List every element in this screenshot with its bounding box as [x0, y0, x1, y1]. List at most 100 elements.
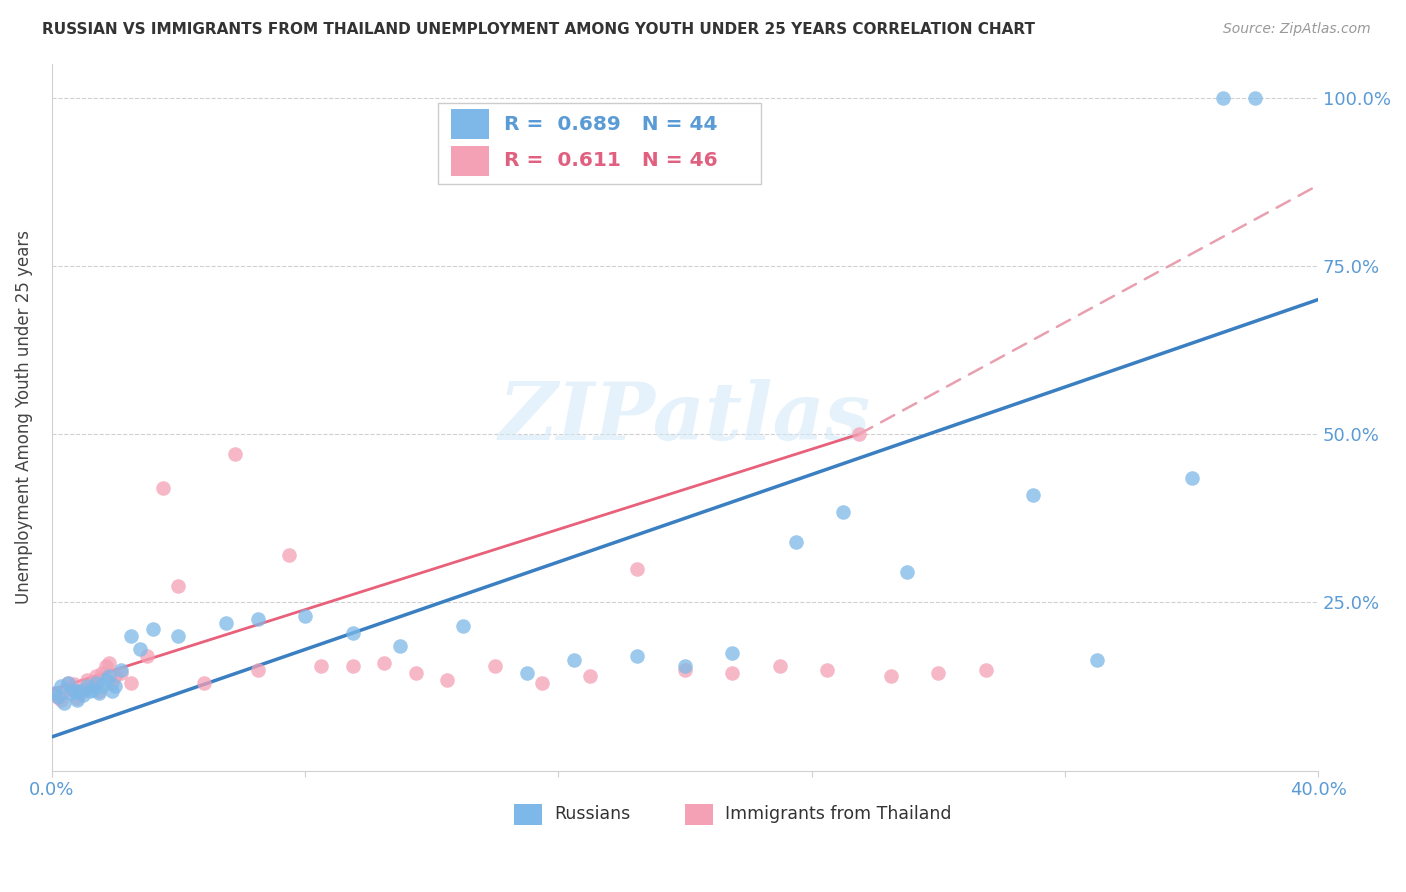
- Point: [79, 684, 101, 698]
- Point: [72, 682, 94, 697]
- Point: [167, 578, 190, 592]
- Point: [388, 639, 411, 653]
- Point: [342, 625, 364, 640]
- Point: [97, 669, 120, 683]
- Point: [104, 669, 127, 683]
- Text: R =  0.611   N = 46: R = 0.611 N = 46: [503, 152, 717, 170]
- Point: [84, 676, 107, 690]
- Point: [76, 680, 98, 694]
- Point: [309, 659, 332, 673]
- Point: [167, 629, 190, 643]
- Point: [436, 673, 458, 687]
- Text: Russians: Russians: [554, 805, 631, 823]
- Point: [626, 562, 648, 576]
- Text: RUSSIAN VS IMMIGRANTS FROM THAILAND UNEMPLOYMENT AMONG YOUTH UNDER 25 YEARS CORR: RUSSIAN VS IMMIGRANTS FROM THAILAND UNEM…: [42, 22, 1035, 37]
- Point: [66, 693, 89, 707]
- Point: [815, 663, 838, 677]
- Point: [673, 659, 696, 673]
- Point: [673, 663, 696, 677]
- Bar: [451, 110, 489, 139]
- Point: [51, 680, 73, 694]
- Point: [63, 677, 86, 691]
- Point: [880, 669, 903, 683]
- Point: [69, 686, 91, 700]
- FancyBboxPatch shape: [439, 103, 761, 184]
- Point: [59, 686, 82, 700]
- Point: [82, 676, 104, 690]
- Point: [44, 686, 66, 700]
- Point: [79, 680, 101, 694]
- Point: [91, 680, 114, 694]
- Point: [56, 676, 79, 690]
- Point: [66, 690, 89, 705]
- Point: [193, 676, 215, 690]
- Y-axis label: Unemployment Among Youth under 25 years: Unemployment Among Youth under 25 years: [15, 230, 32, 604]
- Text: R =  0.689   N = 44: R = 0.689 N = 44: [503, 114, 717, 134]
- Point: [69, 684, 91, 698]
- Point: [89, 686, 111, 700]
- Point: [1212, 91, 1234, 105]
- Point: [1022, 488, 1045, 502]
- Point: [142, 622, 165, 636]
- Point: [974, 663, 997, 677]
- Point: [1085, 652, 1108, 666]
- Point: [294, 608, 316, 623]
- Point: [769, 659, 792, 673]
- Point: [832, 504, 855, 518]
- Point: [342, 659, 364, 673]
- Point: [82, 682, 104, 697]
- Point: [531, 676, 554, 690]
- Point: [104, 680, 127, 694]
- Point: [72, 688, 94, 702]
- Point: [626, 649, 648, 664]
- Point: [53, 696, 76, 710]
- Point: [46, 690, 69, 704]
- Point: [120, 676, 142, 690]
- Point: [120, 629, 142, 643]
- Point: [373, 656, 395, 670]
- Point: [224, 447, 246, 461]
- Point: [721, 666, 744, 681]
- Bar: [685, 804, 713, 825]
- Point: [97, 656, 120, 670]
- Point: [152, 481, 174, 495]
- Point: [1243, 91, 1265, 105]
- Point: [51, 693, 73, 707]
- Point: [721, 646, 744, 660]
- Point: [516, 666, 538, 681]
- Text: Immigrants from Thailand: Immigrants from Thailand: [725, 805, 952, 823]
- Point: [110, 666, 132, 681]
- Point: [927, 666, 949, 681]
- Point: [76, 673, 98, 687]
- Point: [110, 663, 132, 677]
- Point: [1180, 471, 1202, 485]
- Point: [53, 684, 76, 698]
- Text: Source: ZipAtlas.com: Source: ZipAtlas.com: [1223, 22, 1371, 37]
- Point: [63, 682, 86, 697]
- Point: [562, 652, 585, 666]
- Point: [44, 686, 66, 700]
- Point: [91, 666, 114, 681]
- Point: [101, 676, 124, 690]
- Point: [89, 684, 111, 698]
- Point: [94, 673, 117, 687]
- Point: [59, 681, 82, 696]
- Point: [101, 684, 124, 698]
- Point: [246, 612, 269, 626]
- Text: ZIPatlas: ZIPatlas: [499, 378, 870, 456]
- Point: [215, 615, 238, 630]
- Point: [94, 659, 117, 673]
- Point: [453, 619, 475, 633]
- Bar: [515, 804, 541, 825]
- Bar: [451, 146, 489, 176]
- Point: [405, 666, 427, 681]
- Point: [785, 534, 807, 549]
- Point: [135, 649, 157, 664]
- Point: [848, 427, 870, 442]
- Point: [484, 659, 506, 673]
- Point: [56, 676, 79, 690]
- Point: [84, 669, 107, 683]
- Point: [46, 690, 69, 704]
- Point: [246, 663, 269, 677]
- Point: [896, 565, 918, 579]
